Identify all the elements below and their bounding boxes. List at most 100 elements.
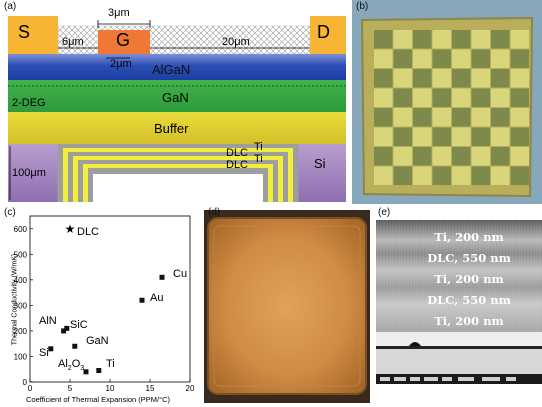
checker-cell	[491, 30, 510, 49]
source-label: S	[18, 22, 31, 42]
dim-100um-label: 100μm	[12, 167, 46, 179]
checker-cell	[491, 147, 510, 166]
algan-label: AlGaN	[152, 62, 191, 77]
checker-cell	[471, 69, 490, 88]
checker-cell	[452, 108, 471, 127]
y-tick-label: 500	[14, 250, 28, 259]
dim-2um-label: 2μm	[110, 58, 132, 70]
panel-a-cross-section: (a) S G D 3μm 6μm 20μm 2μm AlGaN 2-DEG G…	[0, 0, 348, 204]
checker-cell	[491, 127, 510, 146]
sem-layer-label: Ti, 200 nm	[434, 230, 504, 244]
checker-cell	[374, 69, 393, 88]
checker-cell	[413, 49, 432, 68]
panel-b-chip-photo: (b)	[352, 0, 542, 204]
panel-b-label: (b)	[356, 1, 369, 12]
checker-cell	[452, 30, 471, 49]
chart-label-dlc: DLC	[77, 226, 100, 238]
data-point-ti	[96, 368, 102, 374]
sem-layer-label: Ti, 200 nm	[434, 272, 504, 286]
checker-cell	[374, 30, 393, 49]
data-point-au	[139, 297, 145, 303]
checker-cell	[413, 147, 432, 166]
checker-cell	[452, 147, 471, 166]
data-point-gan	[72, 343, 78, 349]
checker-cell	[374, 108, 393, 127]
x-tick-label: 15	[146, 384, 155, 393]
x-tick-label: 10	[106, 384, 115, 393]
chart-label-aln: AlN	[39, 315, 57, 327]
checker-cell	[510, 166, 529, 185]
ti-label-1: Ti	[254, 141, 263, 153]
chart-label-ti: Ti	[106, 358, 115, 370]
orange-sample-image	[204, 210, 370, 403]
checker-cell	[432, 127, 451, 146]
y-tick-label: 100	[14, 352, 28, 361]
checker-cell	[413, 127, 432, 146]
chart-label-sic: SiC	[70, 319, 88, 331]
passivation-layer	[57, 25, 311, 55]
chart-label-cu: Cu	[173, 268, 188, 280]
checker-cell	[432, 88, 451, 107]
chart-label-al2o3-sub1: 2	[67, 365, 72, 373]
checker-cell	[432, 49, 451, 68]
panel-e-label: (e)	[378, 207, 391, 218]
2deg-label: 2-DEG	[12, 97, 46, 109]
chart-xlabel: Coefficient of Thermal Expansion (PPM/°C…	[26, 395, 171, 404]
checker-cell	[413, 30, 432, 49]
checker-cell	[374, 88, 393, 107]
checker-cell	[471, 166, 490, 185]
checkerboard-pattern	[374, 30, 529, 185]
panel-c-label: (c)	[4, 207, 16, 218]
checker-cell	[471, 49, 490, 68]
chart-label-au: Au	[150, 292, 164, 304]
checker-cell	[393, 127, 412, 146]
checker-cell	[393, 69, 412, 88]
checker-cell	[374, 127, 393, 146]
checker-cell	[452, 88, 471, 107]
checker-cell	[491, 166, 510, 185]
checker-cell	[432, 30, 451, 49]
chart-label-gan: GaN	[86, 335, 109, 347]
checker-cell	[491, 49, 510, 68]
ti-label-2: Ti	[254, 153, 263, 165]
checker-cell	[471, 127, 490, 146]
x-tick-label: 0	[28, 384, 33, 393]
data-point-dlc: ★	[65, 222, 76, 236]
chart-ylabel: Thermal Conductivity (W/mK)	[11, 253, 19, 346]
via-multilayer	[57, 144, 299, 204]
drain-electrode	[310, 16, 346, 54]
checker-cell	[393, 166, 412, 185]
chart-label-al2o3: Al2O3	[58, 358, 84, 372]
checker-cell	[471, 108, 490, 127]
checker-cell	[510, 108, 529, 127]
checker-cell	[510, 69, 529, 88]
y-tick-label: 600	[14, 225, 28, 234]
chart-label-al2o3-al: Al	[58, 358, 68, 370]
checker-cell	[452, 69, 471, 88]
checker-cell	[510, 127, 529, 146]
sem-layer-labels: Ti, 200 nm DLC, 550 nm Ti, 200 nm DLC, 5…	[404, 230, 534, 335]
checker-cell	[452, 166, 471, 185]
chip-photo-image	[352, 0, 542, 204]
data-point-si	[48, 346, 54, 352]
data-point-aln	[61, 328, 67, 334]
checker-cell	[510, 30, 529, 49]
chart-points: ★	[48, 222, 165, 375]
dim-3um-label: 3μm	[108, 7, 130, 19]
dim-20um-label: 20μm	[222, 36, 250, 48]
sem-cross-section-image	[376, 220, 542, 407]
checker-cell	[452, 49, 471, 68]
checker-cell	[432, 108, 451, 127]
checker-cell	[393, 147, 412, 166]
dlc-label-1: DLC	[226, 147, 249, 159]
source-electrode	[8, 16, 58, 54]
dlc-label-2: DLC	[226, 159, 249, 171]
checker-cell	[510, 88, 529, 107]
buffer-layer	[8, 112, 346, 144]
gan-label: GaN	[162, 90, 189, 105]
checker-cell	[471, 147, 490, 166]
checker-cell	[374, 166, 393, 185]
checker-cell	[413, 108, 432, 127]
panel-e-sem: (e) Ti, 200 nm DLC, 550 nm Ti, 200 nm DL…	[374, 206, 542, 407]
